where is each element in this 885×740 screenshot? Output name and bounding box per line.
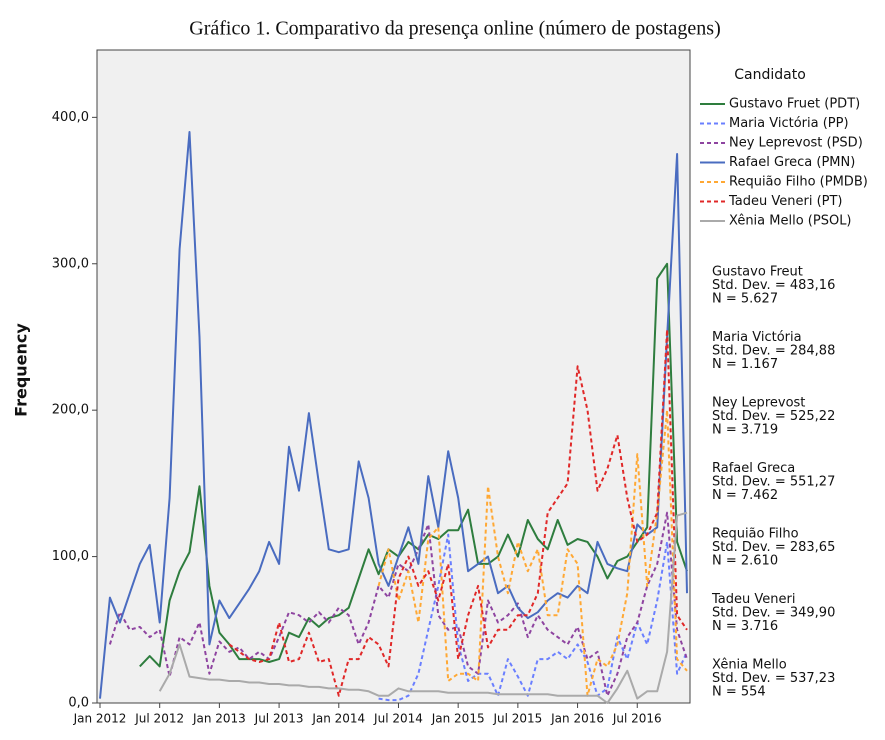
stat-text: Std. Dev. = 284,88 — [712, 344, 835, 359]
x-tick-label: Jan 2014 — [311, 712, 365, 726]
x-tick-label: Jan 2016 — [550, 712, 604, 726]
x-tick-label: Jan 2012 — [73, 712, 127, 726]
stat-text: Requião Filho — [712, 527, 799, 542]
stat-text: N = 5.627 — [712, 292, 778, 307]
x-tick-label: Jul 2016 — [612, 712, 662, 726]
legend-label: Gustavo Fruet (PDT) — [729, 97, 860, 112]
stat-text: N = 554 — [712, 685, 766, 700]
stat-text: Std. Dev. = 551,27 — [712, 475, 835, 490]
stat-text: N = 3.716 — [712, 619, 778, 634]
legend-label: Requião Filho (PMDB) — [729, 175, 868, 190]
stat-text: Std. Dev. = 537,23 — [712, 671, 835, 686]
stat-text: N = 2.610 — [712, 554, 778, 569]
stat-text: Std. Dev. = 483,16 — [712, 278, 835, 293]
series-line — [378, 533, 688, 702]
x-tick-label: Jul 2014 — [373, 712, 423, 726]
series-line — [158, 511, 688, 704]
x-tick-label: Jan 2015 — [431, 712, 485, 726]
legend-label: Maria Victória (PP) — [729, 116, 849, 131]
legend-label: Rafael Greca (PMN) — [729, 155, 855, 170]
chart-title: Gráfico 1. Comparativo da presença onlin… — [189, 18, 720, 40]
legend-title: Candidato — [734, 67, 806, 83]
y-tick-label: 400,0 — [52, 110, 89, 125]
stat-text: Std. Dev. = 283,65 — [712, 540, 835, 555]
stat-text: Std. Dev. = 525,22 — [712, 409, 835, 424]
legend-label: Xênia Mello (PSOL) — [729, 214, 852, 229]
stat-text: Maria Victória — [712, 330, 802, 345]
plot-area — [96, 49, 691, 704]
stat-text: Gustavo Freut — [712, 265, 803, 280]
y-tick-label: 200,0 — [52, 403, 89, 418]
stat-text: N = 7.462 — [712, 488, 778, 503]
stat-text: Rafael Greca — [712, 461, 795, 476]
x-tick-label: Jul 2013 — [254, 712, 304, 726]
stat-text: Tadeu Veneri — [711, 592, 795, 607]
stat-text: Xênia Mello — [712, 658, 787, 673]
stat-text: N = 1.167 — [712, 357, 778, 372]
stat-text: N = 3.719 — [712, 423, 778, 438]
stat-text: Ney Leprevost — [712, 396, 805, 411]
legend-label: Ney Leprevost (PSD) — [729, 136, 863, 151]
y-axis-label: Frequency — [12, 323, 31, 417]
stat-text: Std. Dev. = 349,90 — [712, 606, 835, 621]
x-tick-label: Jul 2015 — [492, 712, 542, 726]
x-tick-label: Jan 2013 — [192, 712, 246, 726]
y-tick-label: 0,0 — [68, 696, 89, 711]
x-tick-label: Jul 2012 — [134, 712, 184, 726]
series-line — [377, 409, 688, 697]
y-tick-label: 300,0 — [52, 256, 89, 271]
series-line — [108, 511, 688, 697]
y-tick-label: 100,0 — [52, 549, 89, 564]
series-line — [99, 131, 688, 699]
legend-label: Tadeu Veneri (PT) — [728, 194, 843, 209]
